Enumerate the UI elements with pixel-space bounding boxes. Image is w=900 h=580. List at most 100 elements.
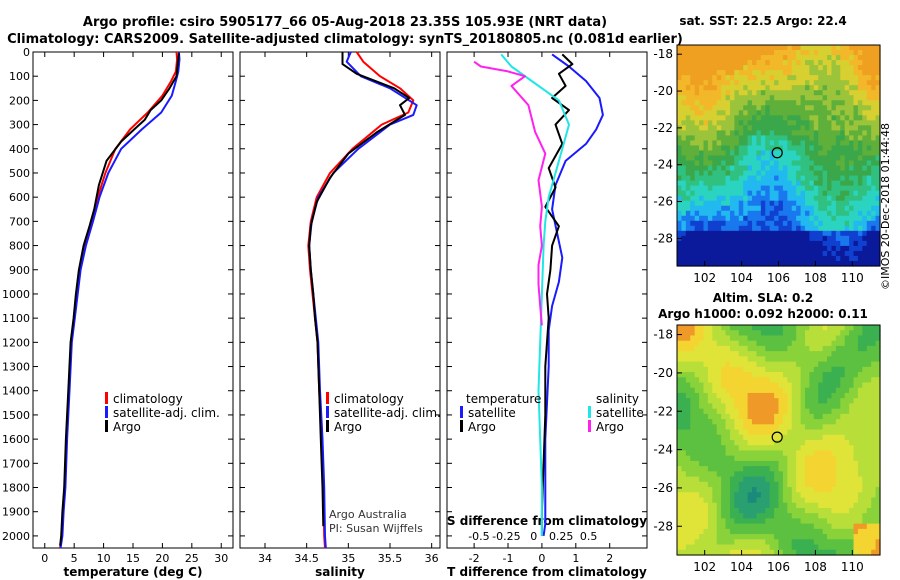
map-pixel	[800, 125, 806, 131]
map-pixel	[871, 387, 877, 394]
map-pixel	[853, 372, 859, 378]
map-pixel	[760, 403, 766, 410]
map-pixel	[760, 80, 766, 86]
map-pixel	[681, 260, 687, 267]
map-pixel	[827, 445, 833, 452]
map-pixel	[681, 45, 687, 51]
map-pixel	[747, 190, 753, 197]
map-pixel	[729, 351, 735, 357]
map-pixel	[835, 155, 841, 162]
map-pixel	[734, 175, 740, 182]
map-pixel	[849, 450, 855, 457]
map-pixel	[791, 135, 797, 142]
map-pixel	[747, 185, 753, 192]
map-pixel	[738, 356, 744, 363]
map-pixel	[747, 235, 753, 242]
map-pixel	[743, 471, 749, 478]
map-pixel	[765, 130, 771, 137]
map-pixel	[857, 70, 863, 76]
map-pixel	[703, 455, 709, 462]
map-pixel	[831, 455, 837, 462]
map-pixel	[747, 45, 753, 51]
map-pixel	[778, 419, 784, 425]
map-pixel	[752, 429, 758, 436]
map-pixel	[681, 225, 687, 232]
y-tick-label: 200	[9, 94, 30, 107]
map-pixel	[677, 130, 683, 137]
map-pixel	[853, 215, 859, 222]
map-pixel	[694, 481, 700, 488]
map-pixel	[716, 175, 722, 182]
map-pixel	[778, 487, 784, 493]
map-pixel	[796, 170, 802, 177]
map-pixel	[690, 487, 696, 493]
map-pixel	[756, 170, 762, 177]
map-pixel	[703, 356, 709, 363]
map-pixel	[747, 518, 753, 525]
map-pixel	[791, 549, 797, 556]
map-pixel	[774, 382, 780, 389]
map-pixel	[716, 534, 722, 540]
map-pixel	[760, 424, 766, 431]
map-pixel	[827, 335, 833, 342]
map-pixel	[827, 80, 833, 86]
map-pixel	[857, 130, 863, 137]
map-pixel	[734, 455, 740, 462]
map-pixel	[765, 434, 771, 441]
map-pixel	[716, 110, 722, 116]
map-pixel	[857, 205, 863, 212]
map-pixel	[857, 45, 863, 51]
map-pixel	[707, 175, 713, 182]
map-pixel	[725, 429, 731, 436]
map-pixel	[707, 429, 713, 436]
map-pixel	[756, 429, 762, 436]
map-pixel	[787, 230, 793, 237]
map-pixel	[721, 160, 727, 167]
map-pixel	[796, 155, 802, 162]
map-pixel	[778, 60, 784, 66]
map-pixel	[853, 476, 859, 483]
map-pixel	[844, 165, 850, 172]
map-pixel	[694, 539, 700, 546]
map-pixel	[827, 75, 833, 81]
map-pixel	[849, 372, 855, 378]
map-pixel	[866, 90, 872, 96]
map-pixel	[866, 335, 872, 342]
map-pixel	[721, 125, 727, 131]
map-pixel	[809, 165, 815, 172]
map-pixel	[681, 130, 687, 137]
map-pixel	[844, 392, 850, 399]
map-pixel	[738, 245, 744, 252]
map-pixel	[787, 419, 793, 425]
map-pixel	[871, 518, 877, 525]
map-pixel	[835, 481, 841, 488]
map-pixel	[787, 455, 793, 462]
map-pixel	[857, 372, 863, 378]
map-pixel	[809, 190, 815, 197]
map-pixel	[875, 377, 881, 384]
map-pixel	[765, 361, 771, 368]
map-pixel	[831, 260, 837, 267]
map-pixel	[827, 429, 833, 436]
map-pixel	[681, 340, 687, 347]
map-pixel	[694, 528, 700, 535]
map-pixel	[765, 80, 771, 86]
map-pixel	[725, 205, 731, 212]
map-pixel	[756, 335, 762, 342]
map-pixel	[729, 155, 735, 162]
map-pixel	[835, 340, 841, 347]
map-x-tick-label: 104	[730, 271, 753, 285]
map-pixel	[796, 471, 802, 478]
map-pixel	[729, 95, 735, 101]
map-pixel	[703, 195, 709, 202]
map-pixel	[752, 549, 758, 556]
map-pixel	[862, 80, 868, 86]
map-pixel	[800, 135, 806, 142]
map-pixel	[862, 55, 868, 61]
map-pixel	[844, 387, 850, 394]
map-pixel	[769, 507, 775, 514]
map-pixel	[782, 487, 788, 493]
map-pixel	[734, 403, 740, 410]
map-pixel	[694, 185, 700, 192]
map-pixel	[835, 544, 841, 551]
